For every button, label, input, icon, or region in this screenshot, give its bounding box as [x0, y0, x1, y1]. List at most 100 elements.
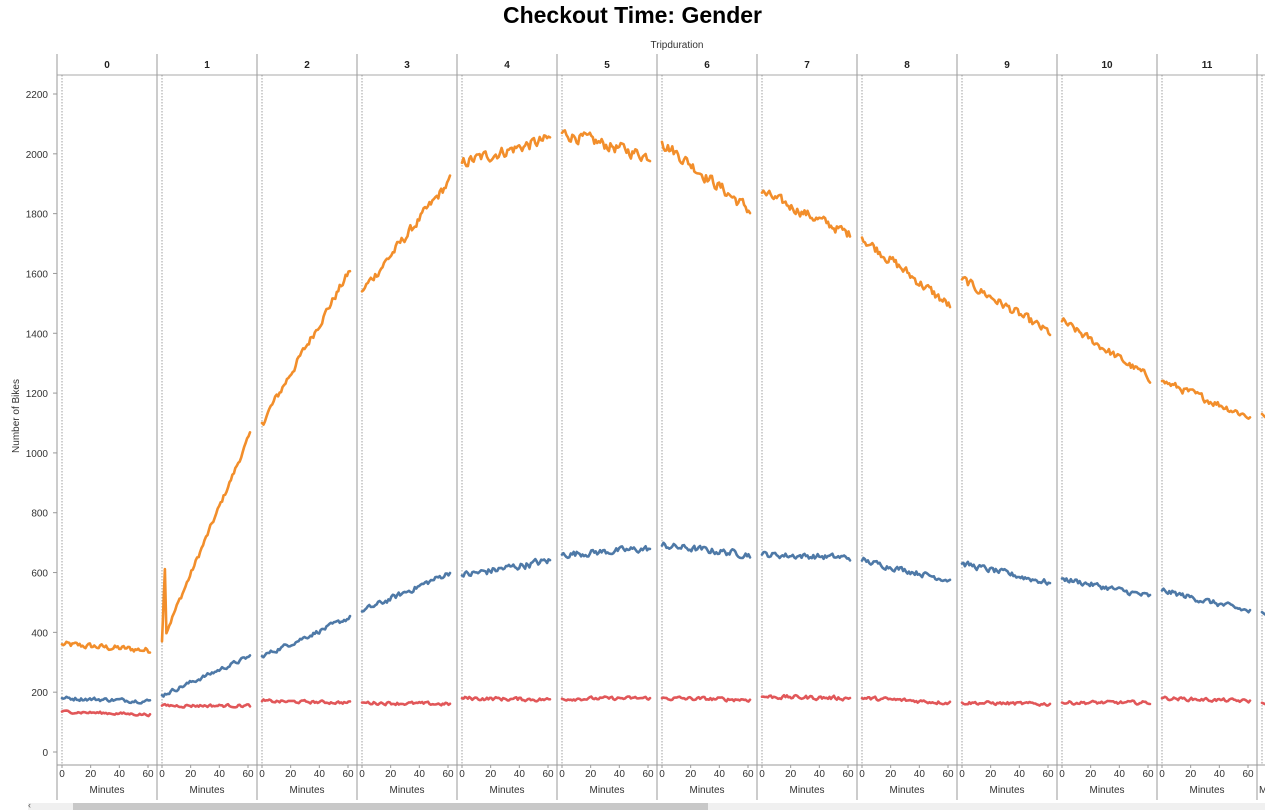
series-line-gender-2-panel-3	[360, 571, 452, 613]
series-line-gender-1-panel-3	[360, 174, 452, 293]
series-line-gender-1-panel-1	[160, 430, 252, 643]
x-axis-title: Minutes	[89, 785, 124, 796]
x-tick-label: 20	[885, 769, 897, 780]
x-tick-label: 40	[414, 769, 426, 780]
y-tick-label: 400	[31, 628, 48, 639]
y-tick-label: 2000	[26, 150, 49, 161]
series-line-gender-1-panel-2	[260, 269, 352, 427]
series-line-gender-2-panel-7	[760, 550, 852, 562]
x-tick-label: 60	[442, 769, 454, 780]
series-line-gender-0-panel-3	[360, 700, 452, 707]
y-tick-label: 2200	[26, 90, 49, 101]
x-tick-label: 60	[1042, 769, 1054, 780]
x-tick-label: 20	[1085, 769, 1097, 780]
series-line-gender-0-panel-2	[260, 698, 352, 706]
column-header-label: Tripduration	[651, 40, 704, 51]
panel-header: 7	[804, 60, 810, 71]
x-tick-label: 0	[659, 769, 665, 780]
series-line-gender-2-panel-0	[60, 695, 152, 705]
y-tick-label: 600	[31, 569, 48, 580]
x-axis-title: Minutes	[989, 785, 1024, 796]
series-line-gender-0-panel-1	[160, 702, 252, 709]
y-tick-label: 1800	[26, 210, 49, 221]
x-axis-title: Minutes	[189, 785, 224, 796]
x-tick-label: 0	[459, 769, 465, 780]
series-line-gender-2-panel-5	[560, 544, 652, 560]
x-tick-label: 60	[842, 769, 854, 780]
series-line-gender-2-panel-10	[1060, 577, 1152, 598]
series-line-gender-1-panel-10	[1060, 317, 1152, 384]
x-tick-label: 60	[242, 769, 254, 780]
scrollbar-thumb[interactable]	[73, 803, 708, 810]
series-line-gender-1-panel-5	[560, 129, 652, 163]
panel-header: 2	[304, 60, 310, 71]
x-axis-title: Minutes	[1189, 785, 1224, 796]
x-tick-label: 20	[385, 769, 397, 780]
series-line-gender-0-panel-9	[960, 700, 1052, 707]
x-tick-label: 0	[1059, 769, 1065, 780]
x-tick-label: 40	[114, 769, 126, 780]
y-tick-label: 0	[42, 748, 48, 759]
x-tick-label: 40	[714, 769, 726, 780]
x-tick-label: 0	[959, 769, 965, 780]
y-tick-label: 1400	[26, 329, 49, 340]
panel-header: 0	[104, 60, 110, 71]
x-tick-label: 20	[185, 769, 197, 780]
x-tick-label: 20	[685, 769, 697, 780]
scroll-left-arrow-icon[interactable]: ‹	[28, 800, 31, 810]
x-axis-title-truncated: M	[1259, 785, 1265, 796]
panel-header: 10	[1101, 60, 1113, 71]
series-line-gender-1-panel-11	[1160, 379, 1252, 421]
y-tick-label: 1200	[26, 389, 49, 400]
x-tick-label: 60	[342, 769, 354, 780]
x-tick-label: 40	[514, 769, 526, 780]
x-tick-label: 40	[814, 769, 826, 780]
horizontal-scrollbar[interactable]	[28, 803, 1265, 810]
series-line-gender-1-panel-6	[660, 140, 752, 215]
series-line-gender-0-panel-0	[60, 709, 152, 718]
x-tick-label: 0	[759, 769, 765, 780]
x-tick-label: 60	[1242, 769, 1254, 780]
x-tick-label: 20	[1185, 769, 1197, 780]
series-line-gender-0-panel-11	[1160, 695, 1252, 704]
panel-header: 6	[704, 60, 710, 71]
x-tick-label: 60	[642, 769, 654, 780]
x-tick-label: 60	[1142, 769, 1154, 780]
y-tick-label: 200	[31, 688, 48, 699]
x-tick-label: 40	[1214, 769, 1226, 780]
x-axis-title: Minutes	[489, 785, 524, 796]
x-axis-title: Minutes	[1089, 785, 1124, 796]
x-axis-title: Minutes	[889, 785, 924, 796]
x-axis-title: Minutes	[289, 785, 324, 796]
y-tick-label: 800	[31, 509, 48, 520]
panel-header: 5	[604, 60, 610, 71]
x-tick-label: 40	[914, 769, 926, 780]
series-line-gender-2-panel-8	[860, 556, 952, 583]
series-line-gender-0-panel-5	[560, 695, 652, 702]
x-tick-label: 40	[614, 769, 626, 780]
series-line-gender-1-panel-4	[460, 134, 552, 168]
x-tick-label: 40	[214, 769, 226, 780]
x-axis-title: Minutes	[689, 785, 724, 796]
x-tick-label: 20	[985, 769, 997, 780]
x-tick-label: 20	[85, 769, 97, 780]
panel-header: 1	[204, 60, 210, 71]
x-axis-title: Minutes	[789, 785, 824, 796]
x-tick-label: 0	[59, 769, 65, 780]
x-tick-label: 60	[742, 769, 754, 780]
x-tick-label: 0	[259, 769, 265, 780]
y-axis-title: Number of Bikes	[11, 379, 22, 453]
x-tick-label: 40	[314, 769, 326, 780]
series-line-gender-0-panel-7	[760, 693, 852, 702]
series-line-gender-0-panel-8	[860, 695, 952, 706]
x-tick-label: 0	[159, 769, 165, 780]
series-line-gender-1-panel-9	[960, 275, 1052, 337]
series-line-gender-0-panel-6	[660, 695, 752, 703]
series-line-gender-0-panel-10	[1060, 699, 1152, 706]
panel-header: 8	[904, 60, 910, 71]
series-line-gender-1-panel-7	[760, 189, 852, 238]
x-axis-title: Minutes	[589, 785, 624, 796]
series-line-gender-1-panel-0	[60, 640, 152, 654]
x-tick-label: 60	[542, 769, 554, 780]
